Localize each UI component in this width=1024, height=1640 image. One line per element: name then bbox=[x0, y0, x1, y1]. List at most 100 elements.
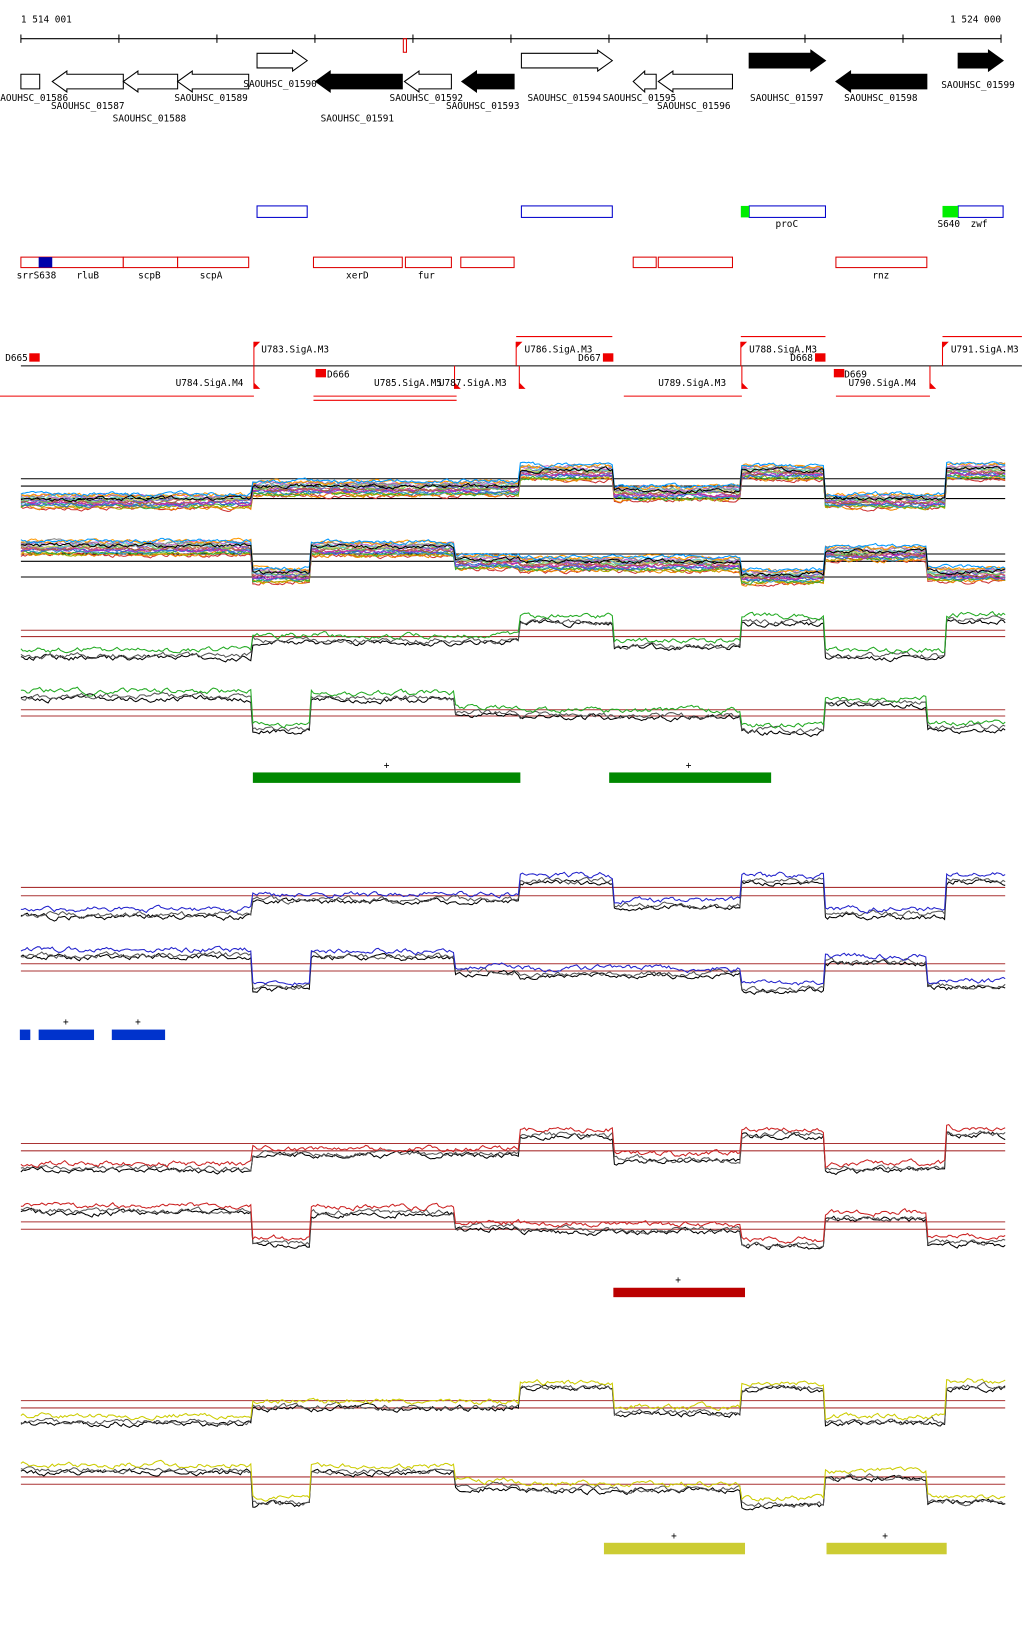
blue-feature bbox=[957, 205, 1004, 218]
promoter-label: D669 bbox=[844, 370, 867, 381]
promoter-label: U788.SigA.M3 bbox=[749, 345, 817, 356]
promoter-arrow bbox=[740, 341, 748, 349]
promoter-label: D665 bbox=[5, 353, 28, 364]
segment-bar bbox=[609, 772, 772, 783]
promoter-label: U787.SigA.M3 bbox=[439, 378, 507, 389]
segment-bar bbox=[613, 1287, 746, 1298]
gene-label: SAOUHSC_01587 bbox=[51, 101, 124, 112]
promoter-arrow bbox=[454, 382, 461, 389]
expression-trace bbox=[20, 686, 1006, 729]
expression-trace bbox=[20, 1466, 1006, 1509]
red-feature bbox=[312, 256, 403, 269]
segment-bar bbox=[19, 1029, 31, 1041]
expression-trace bbox=[20, 1378, 1006, 1421]
feature-label: S638 bbox=[34, 270, 57, 281]
marker bbox=[402, 38, 407, 53]
expression-trace bbox=[20, 615, 1006, 660]
promoter-label: D666 bbox=[327, 370, 350, 381]
gene-label: SAOUHSC_01588 bbox=[113, 114, 187, 125]
feature-label: rnz bbox=[872, 270, 889, 281]
gene bbox=[314, 70, 403, 93]
gene bbox=[20, 73, 41, 90]
promoter-label: U790.SigA.M4 bbox=[848, 378, 916, 389]
green-feature bbox=[942, 205, 959, 218]
gene bbox=[520, 49, 614, 73]
gene bbox=[632, 69, 657, 94]
promoter-arrow bbox=[942, 341, 949, 349]
expression-trace bbox=[20, 461, 1006, 498]
expression-trace bbox=[20, 1459, 1006, 1502]
dark-feature bbox=[38, 257, 53, 268]
feature-label: xerD bbox=[346, 270, 369, 281]
expression-trace bbox=[20, 542, 1006, 578]
blue-feature bbox=[520, 205, 613, 218]
feature-label: srr bbox=[17, 270, 34, 281]
expression-trace bbox=[20, 472, 1006, 509]
gene bbox=[657, 70, 733, 93]
expression-trace bbox=[20, 463, 1006, 500]
expression-trace bbox=[20, 466, 1006, 503]
expression-trace bbox=[20, 1131, 1006, 1176]
gene-label: SAOUHSC_01592 bbox=[390, 93, 463, 104]
expression-trace bbox=[20, 1468, 1006, 1511]
expression-trace bbox=[20, 871, 1006, 914]
promoter-box bbox=[833, 368, 845, 378]
segment-bar bbox=[38, 1029, 95, 1041]
promoter-label: D668 bbox=[790, 353, 813, 364]
expression-trace bbox=[20, 950, 1006, 993]
gene bbox=[460, 70, 515, 93]
segment-bar bbox=[111, 1029, 166, 1041]
expression-trace bbox=[20, 945, 1006, 986]
segment-mark: + bbox=[384, 761, 390, 772]
gene bbox=[176, 70, 250, 93]
expression-trace bbox=[20, 1201, 1006, 1244]
promoter-arrow bbox=[741, 382, 749, 389]
expression-trace bbox=[20, 1129, 1006, 1173]
gene-label: SAOUHSC_01591 bbox=[321, 114, 395, 125]
gene-label: SAOUHSC_01597 bbox=[750, 93, 823, 104]
feature-label: scpB bbox=[138, 270, 161, 281]
gene bbox=[748, 49, 827, 73]
segment-mark: + bbox=[882, 1531, 888, 1542]
red-feature bbox=[460, 256, 515, 269]
promoter-label: U789.SigA.M3 bbox=[658, 378, 726, 389]
promoter-label: U784.SigA.M4 bbox=[176, 378, 244, 389]
promoter-box bbox=[815, 353, 826, 362]
expression-trace bbox=[20, 1206, 1006, 1249]
promoter-label: U783.SigA.M3 bbox=[261, 345, 329, 356]
gene-label: SAOUHSC_01594 bbox=[528, 93, 602, 104]
promoter-label: D667 bbox=[578, 353, 601, 364]
expression-trace bbox=[20, 1123, 1006, 1169]
gene bbox=[403, 70, 452, 93]
promoter-label: U786.SigA.M3 bbox=[525, 345, 593, 356]
red-feature bbox=[122, 256, 179, 269]
gene bbox=[957, 49, 1005, 73]
expression-trace bbox=[20, 618, 1006, 663]
feature-label: fur bbox=[418, 270, 435, 281]
red-feature bbox=[177, 256, 250, 269]
gene-label: SAOUHSC_01590 bbox=[243, 79, 317, 90]
expression-trace bbox=[20, 693, 1006, 738]
red-feature bbox=[632, 256, 657, 269]
red-feature bbox=[835, 256, 928, 269]
blue-feature bbox=[256, 205, 308, 218]
expression-trace bbox=[20, 611, 1006, 655]
promoter-arrow bbox=[519, 382, 526, 389]
promoter-arrow bbox=[253, 341, 261, 349]
gene bbox=[122, 70, 179, 93]
promoter-arrow bbox=[929, 382, 937, 389]
ruler-start: 1 514 001 bbox=[21, 14, 72, 25]
gene-label: SAOUHSC_01586 bbox=[0, 93, 68, 104]
promoter-arrow bbox=[253, 382, 261, 389]
gene-label: SAOUHSC_01599 bbox=[941, 80, 1015, 91]
gene-label: SAOUHSC_01593 bbox=[446, 101, 519, 112]
expression-trace bbox=[20, 1381, 1006, 1426]
promoter-label: U785.SigA.M5 bbox=[374, 378, 442, 389]
red-feature bbox=[20, 256, 124, 269]
green-feature bbox=[740, 205, 750, 218]
expression-trace bbox=[20, 691, 1006, 734]
feature-label: rluB bbox=[76, 270, 99, 281]
segment-bar bbox=[252, 772, 521, 783]
